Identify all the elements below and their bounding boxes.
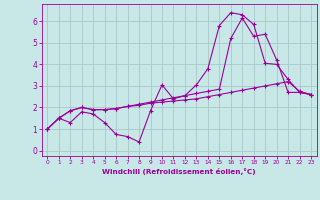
X-axis label: Windchill (Refroidissement éolien,°C): Windchill (Refroidissement éolien,°C) bbox=[102, 168, 256, 175]
